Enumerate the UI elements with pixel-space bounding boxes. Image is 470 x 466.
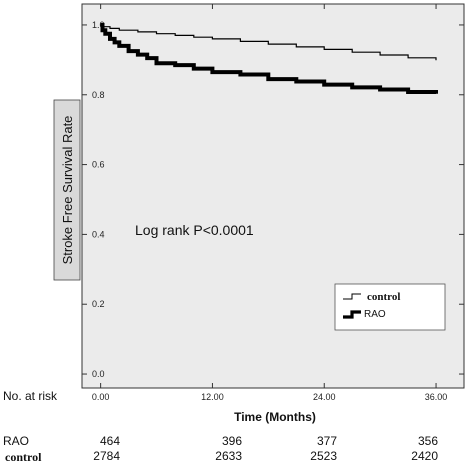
y-tick-label: 0.6 xyxy=(92,160,105,170)
at-risk-header: No. at risk xyxy=(3,389,58,403)
risk-row-label-control: control xyxy=(5,450,42,464)
x-axis-title: Time (Months) xyxy=(234,410,316,424)
y-tick-label: 0.8 xyxy=(92,90,105,100)
legend-rao-swatch xyxy=(343,310,361,319)
risk-rao-0: 464 xyxy=(100,434,120,448)
survival-curve-control xyxy=(100,24,437,61)
y-tick-label: 0.2 xyxy=(92,299,105,309)
x-tick-label: 0.00 xyxy=(92,392,110,402)
legend-control-label: control xyxy=(367,291,400,303)
y-axis-title-box: Stroke Free Survival Rate xyxy=(53,99,81,281)
legend-rao-label: RAO xyxy=(364,309,386,320)
risk-control-24: 2523 xyxy=(310,449,337,463)
risk-row-label-rao: RAO xyxy=(3,434,29,448)
legend-control-swatch xyxy=(343,293,361,300)
y-tick-label: 0.4 xyxy=(92,229,105,239)
x-tick-label: 12.00 xyxy=(201,392,224,402)
x-tick-label: 36.00 xyxy=(425,392,448,402)
y-axis-title-frame xyxy=(53,99,81,281)
axes-group: 0.0 0.2 0.4 0.6 0.8 1.0 0.00 12.00 24.00 36.00 xyxy=(82,4,464,402)
survival-curve-rao xyxy=(100,22,438,94)
legend: control RAO xyxy=(334,283,446,331)
log-rank-annotation: Log rank P<0.0001 xyxy=(135,222,254,238)
risk-control-12: 2633 xyxy=(215,449,242,463)
y-tick-label: 1.0 xyxy=(92,20,105,30)
risk-rao-36: 356 xyxy=(418,434,438,448)
y-axis-title: Stroke Free Survival Rate xyxy=(60,116,75,265)
y-tick-label: 0.0 xyxy=(92,369,105,379)
x-tick-label: 24.00 xyxy=(313,392,336,402)
risk-control-0: 2784 xyxy=(93,449,120,463)
series-group xyxy=(100,22,438,94)
at-risk-table: No. at risk RAO control 464 396 377 356 … xyxy=(3,389,438,464)
risk-control-36: 2420 xyxy=(411,449,438,463)
legend-box xyxy=(334,283,446,331)
risk-rao-24: 377 xyxy=(317,434,337,448)
risk-rao-12: 396 xyxy=(222,434,242,448)
